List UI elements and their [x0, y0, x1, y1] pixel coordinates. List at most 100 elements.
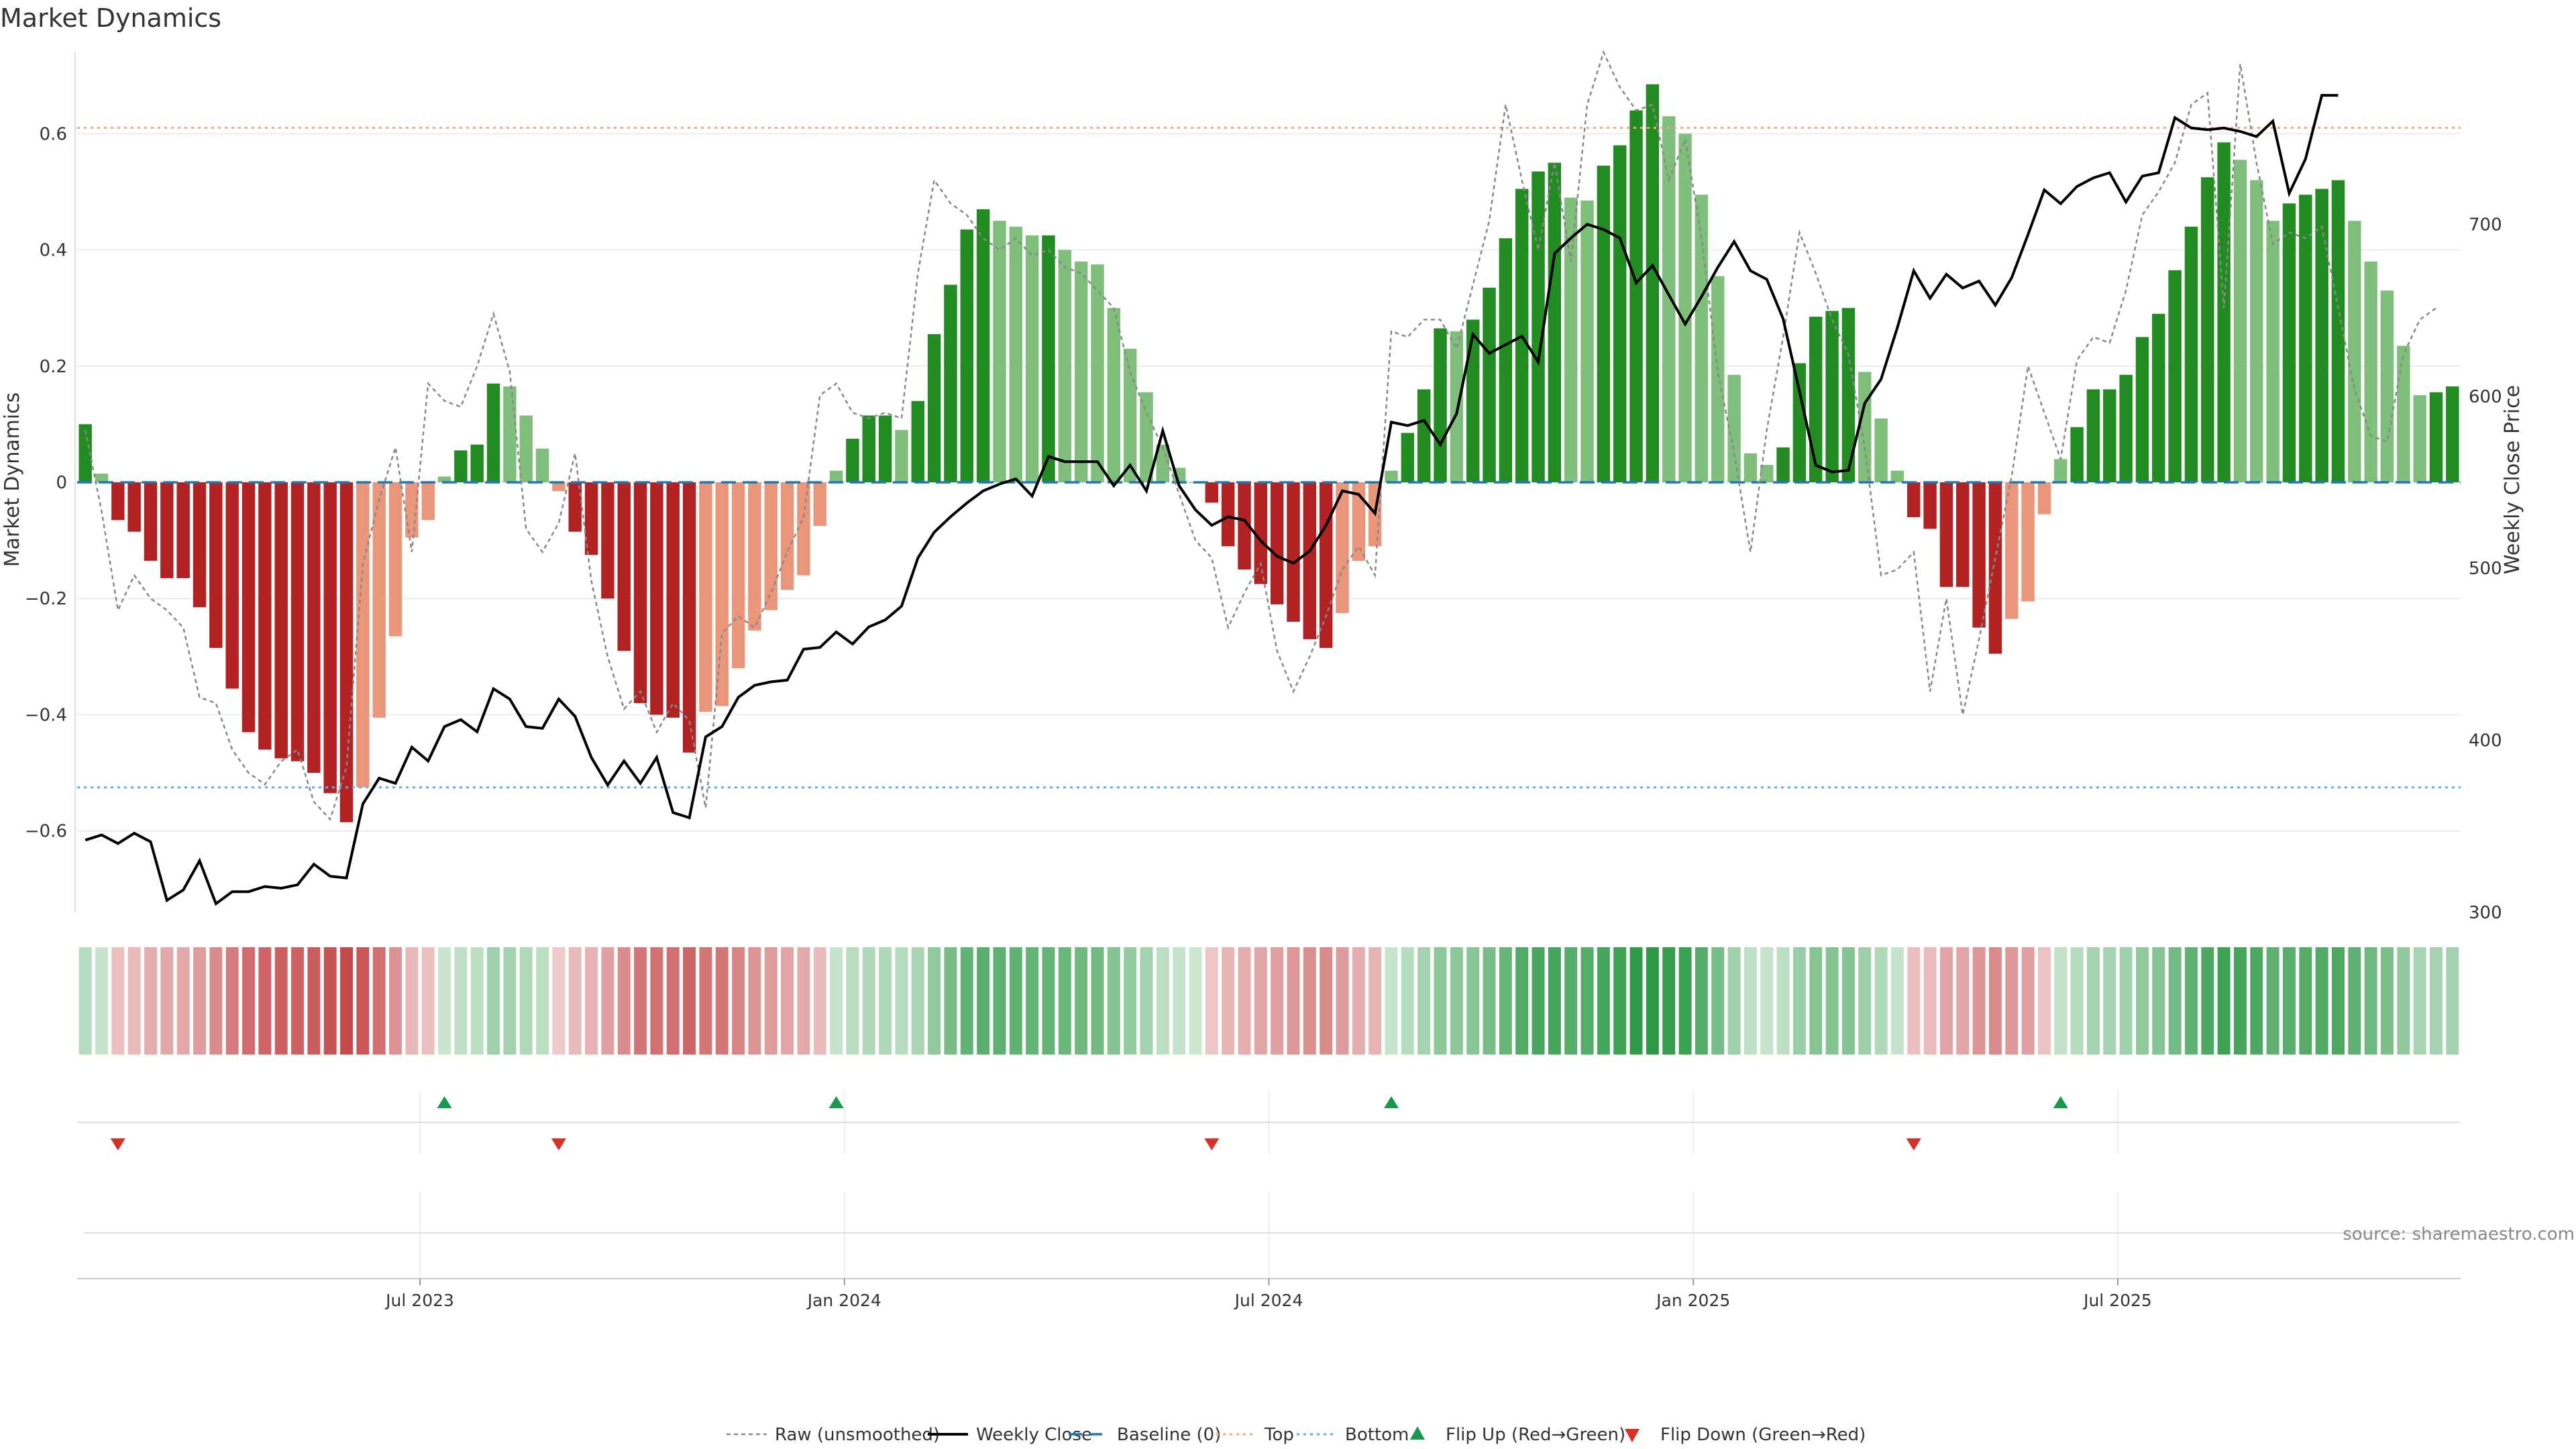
flip-up-marker: [437, 1096, 452, 1108]
heat-cell: [1711, 947, 1725, 1055]
heat-cell: [1515, 947, 1529, 1055]
legend-label: Flip Down (Green→Red): [1660, 1425, 1866, 1445]
bar: [1450, 331, 1464, 482]
heat-cell: [1075, 947, 1088, 1055]
bar: [797, 482, 810, 576]
heat-cell: [895, 947, 908, 1055]
bar: [486, 383, 500, 482]
heat-cell: [1776, 947, 1790, 1055]
bar: [568, 482, 582, 532]
heat-cell: [1956, 947, 1970, 1055]
legend-item: Weekly Close: [928, 1425, 1092, 1445]
regime-heat-strip: [78, 947, 2459, 1055]
bar: [1580, 200, 1594, 482]
y-axis-ticks: −0.6 −0.4 −0.2 0 0.2 0.4 0.6: [25, 124, 67, 841]
heat-cell: [2430, 947, 2443, 1055]
heat-cell: [928, 947, 941, 1055]
bar: [1760, 465, 1774, 482]
bar: [2119, 374, 2133, 482]
heat-cell: [830, 947, 843, 1055]
bar: [1483, 287, 1496, 482]
heat-cell: [2021, 947, 2035, 1055]
secondary-y-axis-ticks: 300 400 500 600 700: [2469, 215, 2502, 923]
heat-cell: [1907, 947, 1921, 1055]
heat-cell: [405, 947, 419, 1055]
heat-cell: [1140, 947, 1153, 1055]
bar: [1221, 482, 1235, 547]
y-tick-label: 0: [56, 473, 67, 493]
heat-cell: [1156, 947, 1169, 1055]
bar: [2282, 203, 2296, 482]
heat-cell: [1189, 947, 1202, 1055]
legend-label: Top: [1264, 1425, 1294, 1445]
bar: [1303, 482, 1317, 639]
bar: [193, 482, 207, 608]
bar: [372, 482, 386, 718]
flip-up-marker: [1384, 1096, 1399, 1108]
heat-cell: [176, 947, 190, 1055]
bar: [601, 482, 614, 599]
heat-cell: [1499, 947, 1512, 1055]
heat-cell: [487, 947, 500, 1055]
heat-cell: [585, 947, 598, 1055]
y-tick-label: −0.6: [25, 822, 67, 842]
heat-cell: [1058, 947, 1071, 1055]
bar: [1287, 482, 1300, 622]
heat-cell: [1629, 947, 1643, 1055]
bar: [1401, 433, 1415, 482]
heat-cell: [568, 947, 582, 1055]
heat-cell: [1548, 947, 1561, 1055]
heat-cell: [2364, 947, 2377, 1055]
bar: [1711, 276, 1725, 482]
bar: [1956, 482, 1970, 587]
bar: [356, 482, 370, 788]
bar: [780, 482, 794, 590]
heat-cell: [1271, 947, 1284, 1055]
bar: [1792, 363, 1807, 482]
bar: [748, 482, 761, 631]
bar: [225, 482, 239, 689]
bar: [2103, 389, 2116, 482]
heat-cell: [1858, 947, 1872, 1055]
y2-tick-label: 600: [2469, 387, 2502, 407]
bar: [2446, 386, 2459, 482]
heat-cell: [862, 947, 875, 1055]
legend-item: Raw (unsmoothed): [727, 1425, 940, 1445]
x-tick-label: Jul 2023: [384, 1291, 454, 1310]
heat-cell: [1009, 947, 1022, 1055]
heat-cell: [2119, 947, 2133, 1055]
bar: [1434, 328, 1447, 482]
heat-cell: [715, 947, 729, 1055]
bar: [127, 482, 141, 532]
bar: [1841, 308, 1856, 482]
heat-cell: [160, 947, 174, 1055]
bar: [617, 482, 631, 651]
bar: [2380, 290, 2394, 482]
bar-series: [78, 84, 2459, 822]
reference-lines: [77, 127, 2461, 789]
bar: [1009, 226, 1023, 482]
bar: [1662, 116, 1676, 482]
bar: [1646, 84, 1660, 482]
heat-cell: [2446, 947, 2459, 1055]
heat-cell: [2299, 947, 2312, 1055]
heat-cell: [1352, 947, 1365, 1055]
bar: [454, 450, 468, 482]
heat-cell: [1434, 947, 1447, 1055]
bar: [1385, 470, 1398, 482]
bar: [862, 415, 876, 482]
bar: [1809, 317, 1823, 482]
bar: [160, 482, 174, 578]
heat-cell: [2103, 947, 2116, 1055]
heat-cell: [813, 947, 826, 1055]
bar: [846, 439, 859, 482]
bar: [1417, 389, 1431, 482]
heat-cell: [1385, 947, 1398, 1055]
bar: [1058, 250, 1072, 482]
heat-cell: [764, 947, 777, 1055]
heat-cell: [2250, 947, 2263, 1055]
bar: [144, 482, 158, 561]
heat-cell: [536, 947, 549, 1055]
legend-swatch: [1410, 1426, 1425, 1440]
